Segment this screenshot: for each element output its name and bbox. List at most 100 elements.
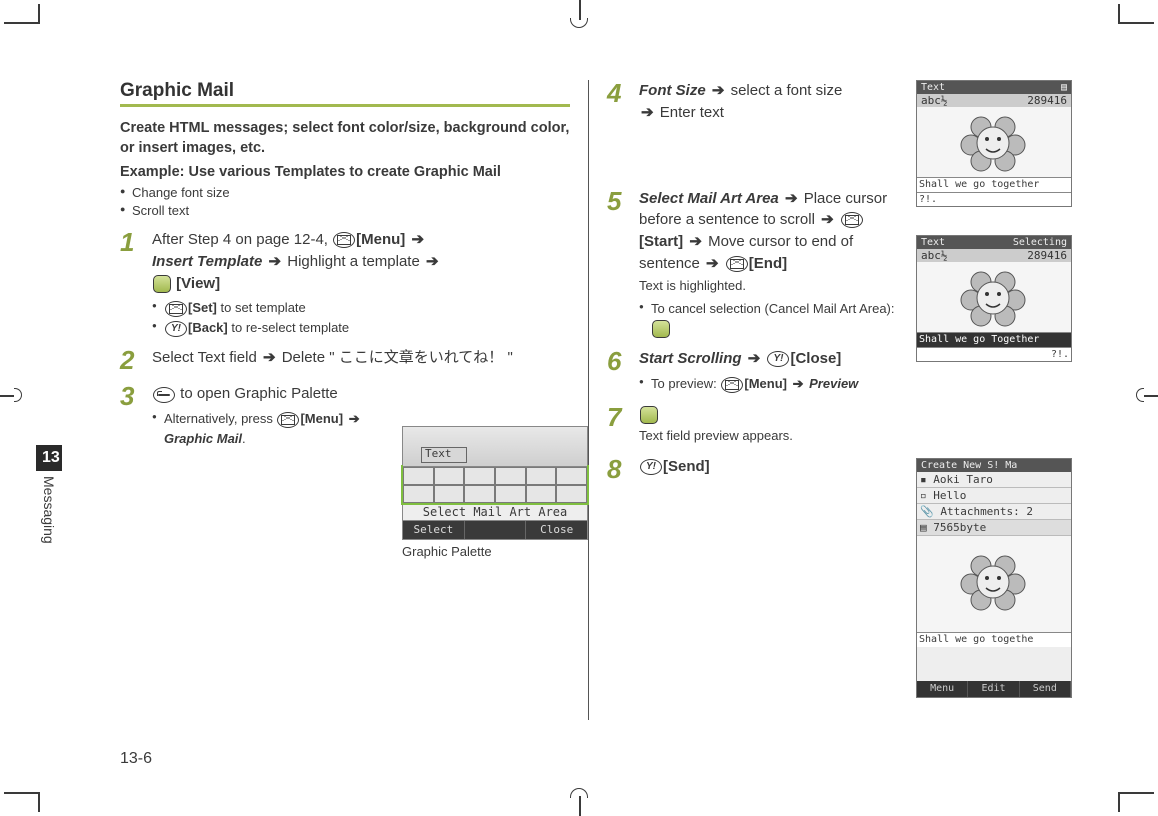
step-number: 6 <box>607 348 629 393</box>
input-mode: abc½ <box>921 94 948 107</box>
flower-graphic <box>917 107 1071 177</box>
set-label: [Set] <box>188 300 217 315</box>
step-body: Select Text field ➔ Delete " ここに文章をいれてね！… <box>152 347 570 373</box>
arrow-icon: ➔ <box>426 253 439 270</box>
menu-label: [Menu] <box>300 411 343 426</box>
crop-mark <box>1118 22 1154 24</box>
thumb-body-text: Shall we go togethe <box>917 632 1071 647</box>
softkey-select: Select <box>403 521 465 539</box>
screenshot-thumbnail-3: Create New S! Ma ▪ Aoki Taro ▫ Hello 📎 A… <box>916 458 1072 698</box>
bullet-item: Change font size <box>120 184 570 202</box>
crop-mark <box>38 794 40 812</box>
step-body: Font Size ➔ select a font size ➔ Enter t… <box>639 80 897 124</box>
y-key-icon <box>165 321 187 337</box>
section-title: Graphic Mail <box>120 80 570 107</box>
arrow-icon: ➔ <box>785 190 798 207</box>
text: To cancel selection (Cancel Mail Art Are… <box>651 301 895 316</box>
step-7: 7 Text field preview appears. <box>607 404 1072 447</box>
note-text: Text field preview appears. <box>639 427 1072 446</box>
start-label: [Start] <box>639 233 683 250</box>
back-label: [Back] <box>188 320 228 335</box>
softkey-send: Send <box>1020 681 1071 697</box>
to-row: ▪ Aoki Taro <box>917 472 1071 488</box>
arrow-icon: ➔ <box>748 350 761 367</box>
step-number: 4 <box>607 80 629 124</box>
arrow-icon: ➔ <box>821 211 834 228</box>
sub-bullet: To cancel selection (Cancel Mail Art Are… <box>639 299 907 338</box>
flower-graphic <box>917 262 1071 332</box>
step-body: to open Graphic Palette Alternatively, p… <box>152 383 392 448</box>
thumb-text: ?!. <box>917 192 1071 207</box>
page-number: 13-6 <box>120 750 152 768</box>
softkey-menu: Menu <box>917 681 968 697</box>
thumb-title: Text <box>921 237 945 248</box>
step-body: Select Mail Art Area ➔ Place cursor befo… <box>639 188 907 339</box>
menu-label: [Menu] <box>356 231 405 248</box>
screenshot-thumbnail-1: Text▤ abc½289416 Shall we go together ?!… <box>916 80 1072 207</box>
start-scrolling-label: Start Scrolling <box>639 350 742 367</box>
arrow-icon: ➔ <box>263 349 276 366</box>
step-number: 7 <box>607 404 629 447</box>
thumb-text: Shall we go together <box>917 177 1071 192</box>
y-key-icon <box>767 351 789 367</box>
call-key-icon <box>153 387 175 403</box>
arrow-icon: ➔ <box>411 231 424 248</box>
center-key-icon <box>640 406 658 424</box>
right-column: 4 Font Size ➔ select a font size ➔ Enter… <box>589 80 1072 730</box>
thumb-softkeys: Menu Edit Send <box>917 681 1071 697</box>
graphic-mail-label: Graphic Mail <box>164 431 242 446</box>
text: to open Graphic Palette <box>180 385 338 402</box>
crop-mark <box>570 18 588 28</box>
arrow-icon: ➔ <box>641 104 654 121</box>
step-body: Text field preview appears. <box>639 404 1072 447</box>
mail-key-icon <box>165 301 187 317</box>
softkey-close: Close <box>526 521 587 539</box>
crop-mark <box>1144 395 1158 397</box>
text: select a font size <box>731 82 843 99</box>
note-text: Text is highlighted. <box>639 277 907 296</box>
crop-mark <box>0 395 14 397</box>
crop-mark <box>1136 388 1144 402</box>
attachments-row: 📎 Attachments: 2 <box>917 504 1071 520</box>
step-number: 1 <box>120 229 142 337</box>
text: Highlight a template <box>287 253 424 270</box>
page-icon: ▤ <box>1061 82 1067 93</box>
section-side-label: Messaging <box>41 476 57 544</box>
figure-caption: Graphic Palette <box>402 544 588 559</box>
crop-mark <box>4 22 40 24</box>
arrow-icon: ➔ <box>793 376 804 391</box>
y-key-icon <box>640 459 662 475</box>
step-number: 2 <box>120 347 142 373</box>
crop-mark <box>1118 792 1154 794</box>
step-2: 2 Select Text field ➔ Delete " ここに文章をいれて… <box>120 347 570 373</box>
crop-mark <box>1118 794 1120 812</box>
flower-graphic <box>917 536 1071 632</box>
arrow-icon: ➔ <box>712 82 725 99</box>
subject-row: ▫ Hello <box>917 488 1071 504</box>
arrow-icon: ➔ <box>689 233 702 250</box>
mail-key-icon <box>333 232 355 248</box>
thumb-title: Text <box>921 82 945 93</box>
thumb-title: Create New S! Ma <box>921 460 1017 471</box>
palette-grid <box>403 467 587 503</box>
send-label: [Send] <box>663 458 710 475</box>
step-number: 8 <box>607 456 629 482</box>
text: Enter text <box>660 104 724 121</box>
sub-bullet: Alternatively, press [Menu] ➔ Graphic Ma… <box>152 409 392 448</box>
crop-mark <box>570 788 588 798</box>
arrow-icon: ➔ <box>268 253 281 270</box>
left-column: Graphic Mail Create HTML messages; selec… <box>120 80 588 730</box>
text: Alternatively, press <box>164 411 276 426</box>
palette-header <box>403 427 587 467</box>
text: To preview: <box>651 376 720 391</box>
intro-text: Create HTML messages; select font color/… <box>120 119 570 158</box>
input-mode: abc½ <box>921 249 948 262</box>
text: After Step 4 on page 12-4, <box>152 231 332 248</box>
menu-label: [Menu] <box>744 376 787 391</box>
palette-softkeys: Select Close <box>403 521 587 539</box>
screenshot-thumbnail-2: TextSelecting abc½289416 Shall we go Tog… <box>916 235 1072 362</box>
step-number: 5 <box>607 188 629 339</box>
select-mail-art-label: Select Mail Art Area <box>639 190 779 207</box>
chapter-tab: 13 <box>36 445 62 471</box>
size-row: ▤ 7565byte <box>917 520 1071 536</box>
